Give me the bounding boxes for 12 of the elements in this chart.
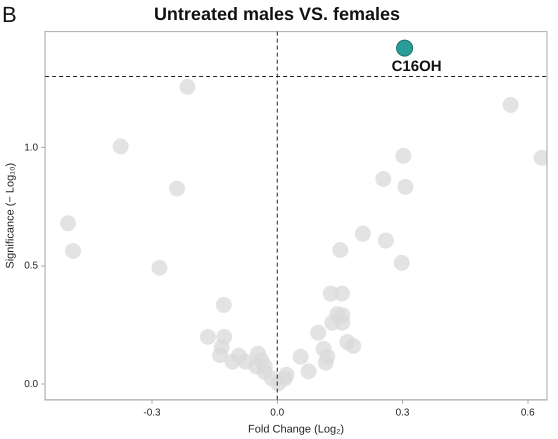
x-tick-label: 0.6 bbox=[520, 408, 536, 419]
x-tick-label: 0.3 bbox=[396, 408, 410, 419]
chart-title: Untreated males VS. females bbox=[154, 4, 400, 24]
x-axis-title: Fold Change (Log₂) bbox=[248, 423, 344, 436]
x-tick-label: 0.0 bbox=[270, 408, 285, 419]
y-axis-title: Significance (− Log₁₀) bbox=[4, 162, 17, 269]
annotation: C16OH bbox=[392, 58, 442, 75]
y-tick-label: 0.0 bbox=[24, 378, 39, 390]
x-tick-label: -0.3 bbox=[143, 408, 162, 419]
y-tick-label: 1.0 bbox=[24, 142, 39, 154]
text: B bbox=[2, 2, 17, 28]
y-tick-label: 0.5 bbox=[24, 260, 39, 272]
